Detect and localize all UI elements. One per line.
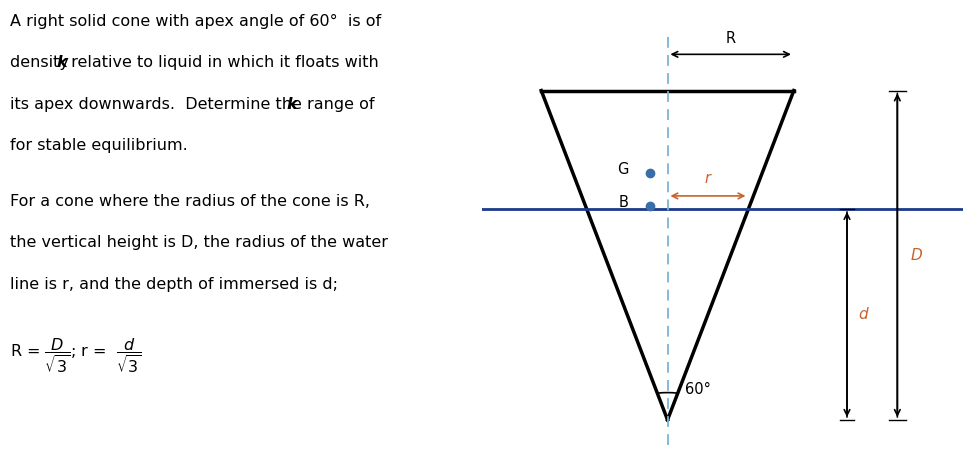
Text: k: k [57,55,67,71]
Text: line is r, and the depth of immersed is d;: line is r, and the depth of immersed is … [10,277,338,292]
Text: r: r [705,171,711,186]
Text: D: D [910,248,923,263]
Text: relative to liquid in which it floats with: relative to liquid in which it floats wi… [66,55,379,71]
Text: R: R [725,31,736,46]
Text: A right solid cone with apex angle of 60°  is of: A right solid cone with apex angle of 60… [10,14,380,29]
Text: density: density [10,55,73,71]
Text: 60°: 60° [685,382,711,397]
Text: d: d [858,307,868,322]
Text: k: k [287,97,298,112]
Text: G: G [616,162,628,177]
Text: for stable equilibrium.: for stable equilibrium. [10,138,188,154]
Text: For a cone where the radius of the cone is R,: For a cone where the radius of the cone … [10,194,370,209]
Text: its apex downwards.  Determine the range of: its apex downwards. Determine the range … [10,97,379,112]
Text: R = $\dfrac{D}{\sqrt{3}}$; r =  $\dfrac{d}{\sqrt{3}}$: R = $\dfrac{D}{\sqrt{3}}$; r = $\dfrac{d… [10,337,142,376]
Text: B: B [618,195,628,210]
Text: the vertical height is D, the radius of the water: the vertical height is D, the radius of … [10,235,388,250]
